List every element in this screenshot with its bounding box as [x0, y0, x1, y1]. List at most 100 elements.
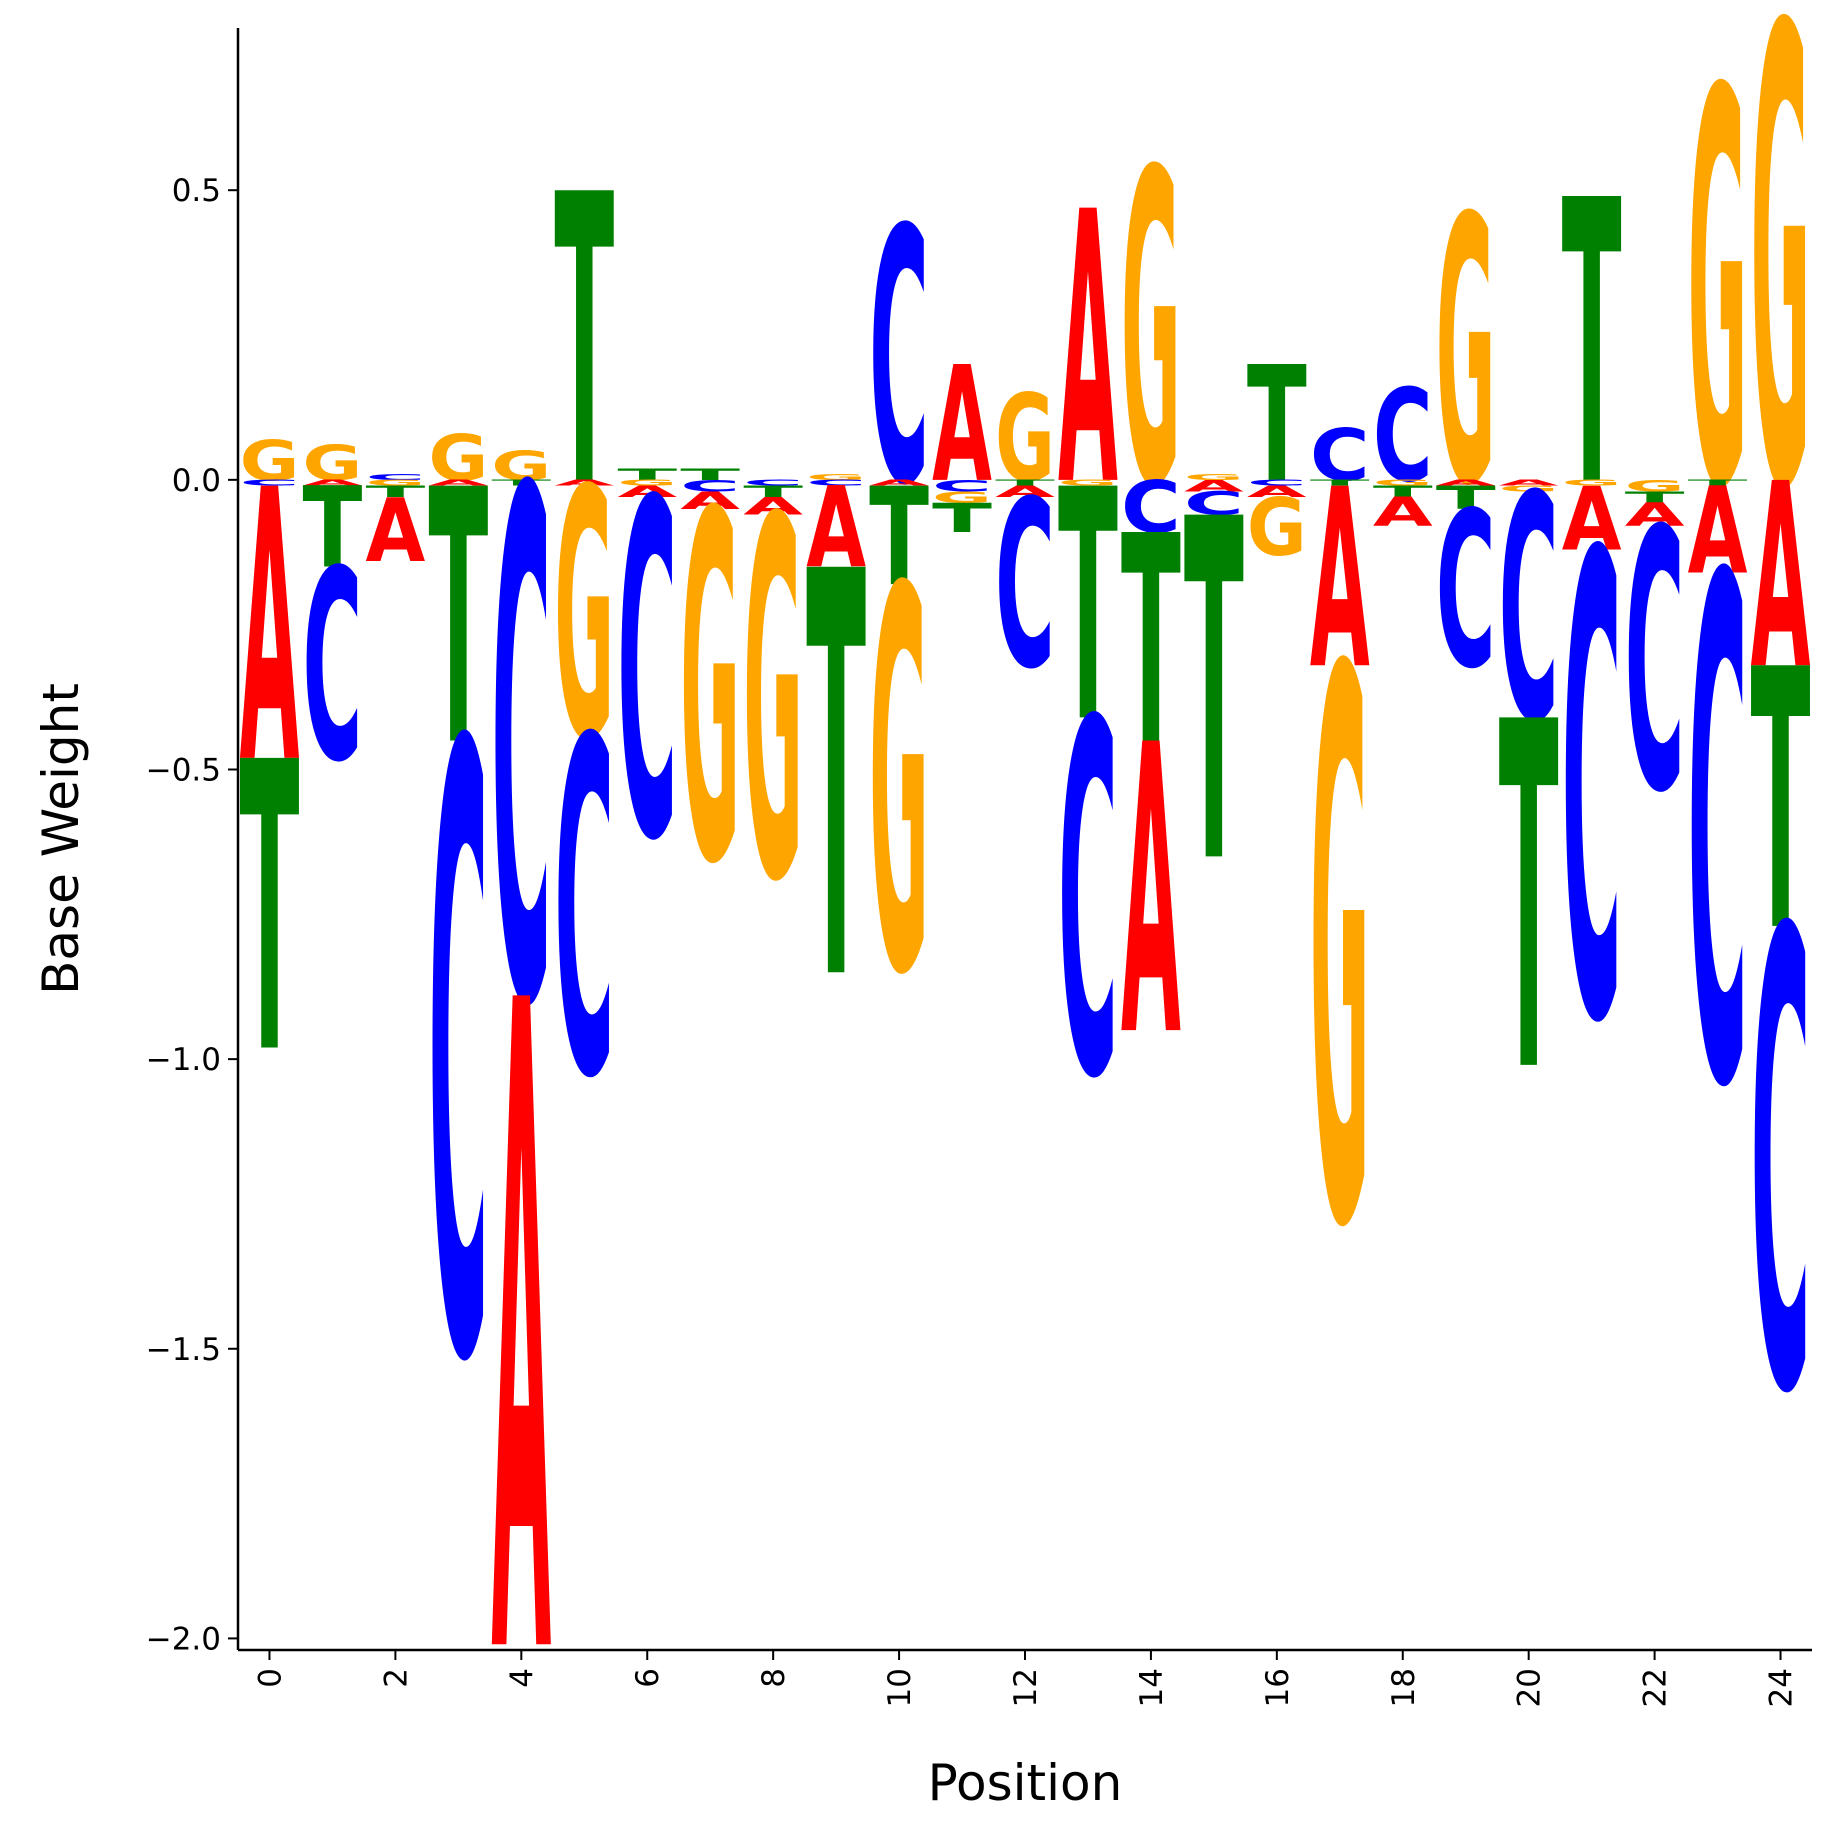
logo-letter-c-pos-21: C: [1562, 422, 1622, 1163]
logo-letter-c-pos-13: C: [1058, 620, 1118, 1185]
logo-letter-a-pos-13: A: [1058, 134, 1118, 569]
logo-letter-c-pos-18: C: [1373, 363, 1433, 511]
logo-letter-t-pos-9: T: [806, 455, 866, 1103]
logo-letter-t-pos-7: T: [680, 465, 740, 483]
logo-letter-c-pos-1: C: [303, 515, 363, 820]
x-tick-label: 24: [1764, 1668, 1800, 1707]
logo-letter-t-pos-3: T: [428, 417, 488, 824]
logo-letter-c-pos-15: C: [1184, 485, 1244, 522]
logo-letter-a-pos-3: A: [428, 478, 488, 487]
logo-letter-a-pos-9: A: [806, 463, 866, 593]
logo-letter-c-pos-2: C: [365, 472, 425, 481]
logo-letter-g-pos-6: G: [617, 478, 677, 487]
logo-letter-a-pos-2: A: [365, 480, 425, 582]
logo-letter-c-pos-10: C: [869, 155, 929, 563]
logo-letter-a-pos-15: A: [1184, 477, 1244, 496]
logo-letter-a-pos-21: A: [1562, 469, 1622, 571]
logo-letter-a-pos-10: A: [869, 478, 929, 487]
logo-letter-a-pos-24: A: [1751, 431, 1811, 726]
y-tick-label: 0.5: [172, 173, 221, 209]
logo-letter-g-pos-24: G: [1751, 0, 1811, 629]
logo-letter-c-pos-4: C: [491, 348, 551, 1161]
logo-letter-t-pos-0: T: [240, 679, 300, 1142]
logo-letter-c-pos-11: C: [932, 477, 992, 495]
axes: 0.50.0−0.5−1.0−1.5−2.0 0 2 4 6 8 10 12 14 16 18 20…: [146, 28, 1812, 1707]
logo-letter-a-pos-8: A: [743, 493, 803, 521]
logo-letter-c-pos-3: C: [428, 575, 488, 1546]
logo-letter-a-pos-23: A: [1688, 462, 1748, 601]
logo-letter-g-pos-16: G: [1247, 481, 1307, 574]
y-tick-label: −2.0: [146, 1621, 221, 1657]
logo-letter-g-pos-10: G: [869, 480, 929, 1091]
logo-letter-g-pos-4: G: [491, 443, 551, 489]
logo-letter-c-pos-23: C: [1688, 436, 1748, 1241]
logo-letter-c-pos-24: C: [1751, 802, 1811, 1533]
logo-letter-g-pos-22: G: [1625, 477, 1685, 495]
x-tick-label: 16: [1260, 1668, 1296, 1707]
logo-letter-g-pos-11: G: [932, 489, 992, 507]
logo-letter-g-pos-19: G: [1436, 141, 1496, 567]
logo-letter-t-pos-6: T: [617, 465, 677, 483]
logo-letter-g-pos-13: G: [1058, 478, 1118, 487]
logo-letter-g-pos-17: G: [1310, 516, 1370, 1394]
logo-letter-a-pos-17: A: [1310, 439, 1370, 725]
x-axis-ticks: 0 2 4 6 8 10 12 14 16 18 20 22 24: [252, 1650, 1800, 1707]
logo-letter-g-pos-14: G: [1121, 81, 1181, 582]
x-tick-label: 10: [882, 1668, 918, 1707]
y-axis-ticks: 0.5 0.0 −0.5 −1.0 −1.5 −2.0: [146, 173, 238, 1657]
logo-letter-g-pos-23: G: [1688, 0, 1748, 607]
logo-letter-t-pos-1: T: [303, 463, 363, 593]
logo-letter-g-pos-9: G: [806, 473, 866, 482]
logo-letter-t-pos-13: T: [1058, 423, 1118, 792]
logo-letter-t-pos-10: T: [869, 458, 929, 616]
logo-letter-t-pos-4: T: [491, 478, 552, 487]
x-tick-label: 22: [1638, 1668, 1674, 1707]
logo-letter-a-pos-1: A: [303, 478, 363, 487]
logo-letter-g-pos-1: G: [303, 436, 363, 492]
x-tick-label: 18: [1386, 1668, 1422, 1707]
logo-letter-t-pos-2: T: [365, 483, 425, 501]
x-tick-label: 12: [1008, 1668, 1044, 1707]
logo-letter-g-pos-5: G: [554, 419, 614, 816]
logo-letter-t-pos-15: T: [1184, 421, 1244, 967]
logo-letter-a-pos-6: A: [617, 483, 677, 502]
logo-letter-t-pos-12: T: [995, 478, 1056, 487]
logo-letter-c-pos-17: C: [1310, 415, 1370, 498]
logo-letter-c-pos-22: C: [1625, 456, 1685, 872]
logo-letter-c-pos-12: C: [995, 452, 1055, 720]
logo-letter-t-pos-14: T: [1121, 476, 1181, 809]
logo-letter-c-pos-16: C: [1247, 478, 1307, 487]
logo-letter-g-pos-18: G: [1373, 478, 1433, 487]
logo-letter-c-pos-5: C: [554, 645, 614, 1181]
logo-letter-a-pos-0: A: [240, 412, 300, 847]
logo-letter-t-pos-24: T: [1751, 595, 1811, 1011]
logo-letter-g-pos-8: G: [743, 418, 803, 992]
logo-letter-c-pos-0: C: [240, 478, 300, 487]
logo-letter-t-pos-22: T: [1625, 488, 1685, 506]
logo-letter-c-pos-19: C: [1436, 467, 1496, 717]
x-tick-label: 8: [756, 1668, 792, 1688]
logo-letter-a-pos-11: A: [932, 334, 992, 518]
logo-letter-g-pos-20: G: [1499, 484, 1559, 493]
logo-letter-c-pos-9: C: [806, 478, 866, 487]
logo-letter-a-pos-14: A: [1121, 662, 1181, 1124]
logo-letter-g-pos-7: G: [680, 415, 740, 970]
logo-letter-t-pos-23: T: [1688, 478, 1749, 487]
y-tick-label: −1.5: [146, 1332, 221, 1368]
x-tick-label: 6: [630, 1668, 666, 1688]
logo-letter-t-pos-19: T: [1436, 479, 1496, 516]
logo-letter-a-pos-19: A: [1436, 478, 1496, 487]
logo-letter-t-pos-5: T: [554, 111, 614, 574]
logo-letter-g-pos-12: G: [995, 370, 1055, 509]
logo-letter-c-pos-20: C: [1499, 431, 1559, 791]
x-tick-label: 2: [378, 1668, 414, 1688]
x-tick-label: 0: [252, 1668, 288, 1688]
logo-letter-a-pos-16: A: [1247, 483, 1307, 502]
logo-letter-a-pos-12: A: [995, 483, 1055, 502]
x-tick-label: 14: [1134, 1668, 1170, 1707]
logo-letter-g-pos-21: G: [1562, 478, 1622, 487]
logo-letter-a-pos-5: A: [554, 478, 614, 487]
logo-letter-g-pos-3: G: [428, 422, 488, 495]
